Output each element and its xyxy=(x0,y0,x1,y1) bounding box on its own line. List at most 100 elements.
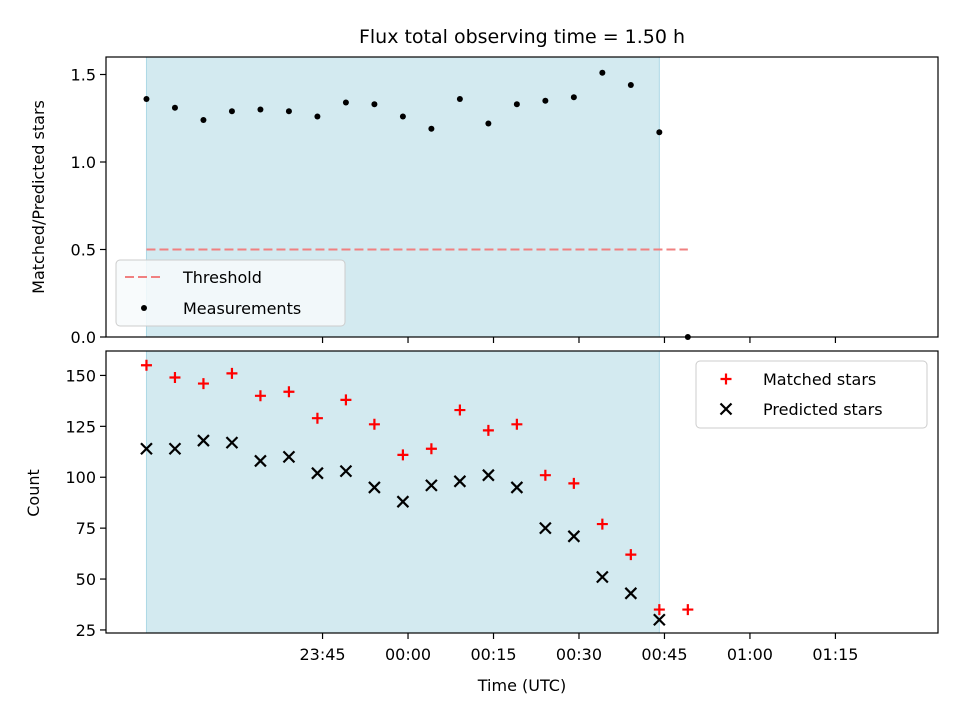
data-point xyxy=(539,469,551,481)
legend-entry-label: Predicted stars xyxy=(763,400,883,419)
data-point xyxy=(624,587,638,600)
bottom-x-tick-label: 00:15 xyxy=(470,645,516,664)
plot-area: 0.0 0.5 1.0 1.5 Threshold Measurements 25 50 75 1… xyxy=(65,56,939,664)
data-point xyxy=(368,481,381,494)
bottom-x-tick-label: 00:45 xyxy=(641,645,687,664)
legend-measurements-swatch xyxy=(141,305,147,311)
data-point xyxy=(257,106,264,113)
data-point xyxy=(396,495,410,508)
bottom-y-tick-label: 25 xyxy=(76,621,96,640)
data-point xyxy=(168,442,182,456)
data-point xyxy=(283,386,295,398)
top-series-0 xyxy=(143,69,691,340)
data-point xyxy=(397,449,409,461)
data-point xyxy=(456,96,463,102)
data-point xyxy=(340,394,352,406)
data-point xyxy=(510,481,524,494)
data-point xyxy=(567,530,581,543)
data-point xyxy=(399,113,406,120)
data-point xyxy=(625,549,637,561)
data-point xyxy=(311,412,323,424)
bottom-axes-frame xyxy=(105,350,939,634)
bottom-y-tick-label: 50 xyxy=(76,570,96,589)
data-point xyxy=(254,454,267,468)
legend-entry-label: Measurements xyxy=(183,299,301,318)
data-point xyxy=(425,479,438,492)
data-point xyxy=(254,390,266,402)
chart-title: Flux total observing time = 1.50 h xyxy=(359,26,685,48)
legend-entry-label: Threshold xyxy=(182,268,262,287)
data-point xyxy=(428,125,435,132)
data-point xyxy=(342,99,349,106)
data-point xyxy=(511,418,523,430)
data-point xyxy=(482,468,495,482)
legend-predicted-swatch xyxy=(719,402,733,416)
top-y-tick-label: 1.5 xyxy=(71,66,96,85)
legend-matched-swatch xyxy=(720,373,732,385)
data-point xyxy=(197,434,210,447)
data-point xyxy=(596,518,608,530)
data-point xyxy=(482,424,494,436)
data-point xyxy=(282,450,296,464)
data-point xyxy=(542,97,549,104)
data-point xyxy=(627,82,634,88)
bottom-x-tick-label: 01:15 xyxy=(812,645,858,664)
legend-entry-label: Matched stars xyxy=(763,370,876,389)
bottom-y-tick-label: 100 xyxy=(65,468,96,487)
data-point xyxy=(314,113,321,120)
data-point xyxy=(656,129,663,136)
data-point xyxy=(454,404,466,416)
data-point xyxy=(311,466,324,480)
data-point xyxy=(371,101,378,108)
bottom-x-tick-label: 00:30 xyxy=(556,645,602,664)
data-point xyxy=(285,108,292,115)
data-point xyxy=(539,521,552,535)
legend-box xyxy=(695,360,928,429)
data-point xyxy=(653,604,665,616)
data-point xyxy=(599,69,606,76)
x-axis-label: Time (UTC) xyxy=(477,676,566,695)
top-panel: 0.0 0.5 1.0 1.5 Threshold Measurements xyxy=(71,56,939,347)
data-point xyxy=(453,475,467,488)
data-point xyxy=(228,108,235,115)
top-axes-frame xyxy=(105,56,939,338)
data-point xyxy=(140,359,152,371)
bottom-x-tick-label: 23:45 xyxy=(299,645,345,664)
data-point xyxy=(513,101,520,108)
data-point xyxy=(171,104,178,111)
top-legend: Threshold Measurements xyxy=(115,259,346,327)
data-point xyxy=(485,120,492,127)
bottom-y-tick-label: 125 xyxy=(65,417,96,436)
top-y-axis-label: Matched/Predicted stars xyxy=(29,100,48,294)
top-y-tick-label: 0.0 xyxy=(71,328,96,347)
data-point xyxy=(570,94,577,101)
data-point xyxy=(682,604,694,616)
bottom-y-tick-label: 75 xyxy=(76,519,96,538)
top-y-tick-label: 1.0 xyxy=(71,153,96,172)
bottom-panel: 25 50 75 100 125 150 23:45 00:00 00:15 00:30 00:45… xyxy=(65,350,939,664)
data-point xyxy=(169,371,181,383)
bottom-y-tick-label: 150 xyxy=(65,366,96,385)
bottom-y-axis-label: Count xyxy=(24,469,43,517)
bottom-series-0 xyxy=(140,359,694,616)
data-point xyxy=(140,442,153,456)
data-point xyxy=(653,613,666,627)
bottom-observing-window xyxy=(145,350,660,634)
bottom-x-tick-label: 00:00 xyxy=(385,645,431,664)
data-point xyxy=(143,96,150,102)
data-point xyxy=(226,367,238,379)
bottom-series-1 xyxy=(140,434,666,627)
data-point xyxy=(339,464,353,478)
top-y-tick-label: 0.5 xyxy=(71,241,96,260)
bottom-x-tick-label: 01:00 xyxy=(727,645,773,664)
data-point xyxy=(596,570,609,584)
legend-box xyxy=(115,259,346,327)
data-point xyxy=(200,117,207,123)
data-point xyxy=(197,378,209,390)
data-point xyxy=(425,443,437,455)
data-point xyxy=(368,418,380,430)
bottom-legend: Matched stars Predicted stars xyxy=(695,360,928,429)
data-point xyxy=(568,477,580,489)
data-point xyxy=(225,436,239,449)
